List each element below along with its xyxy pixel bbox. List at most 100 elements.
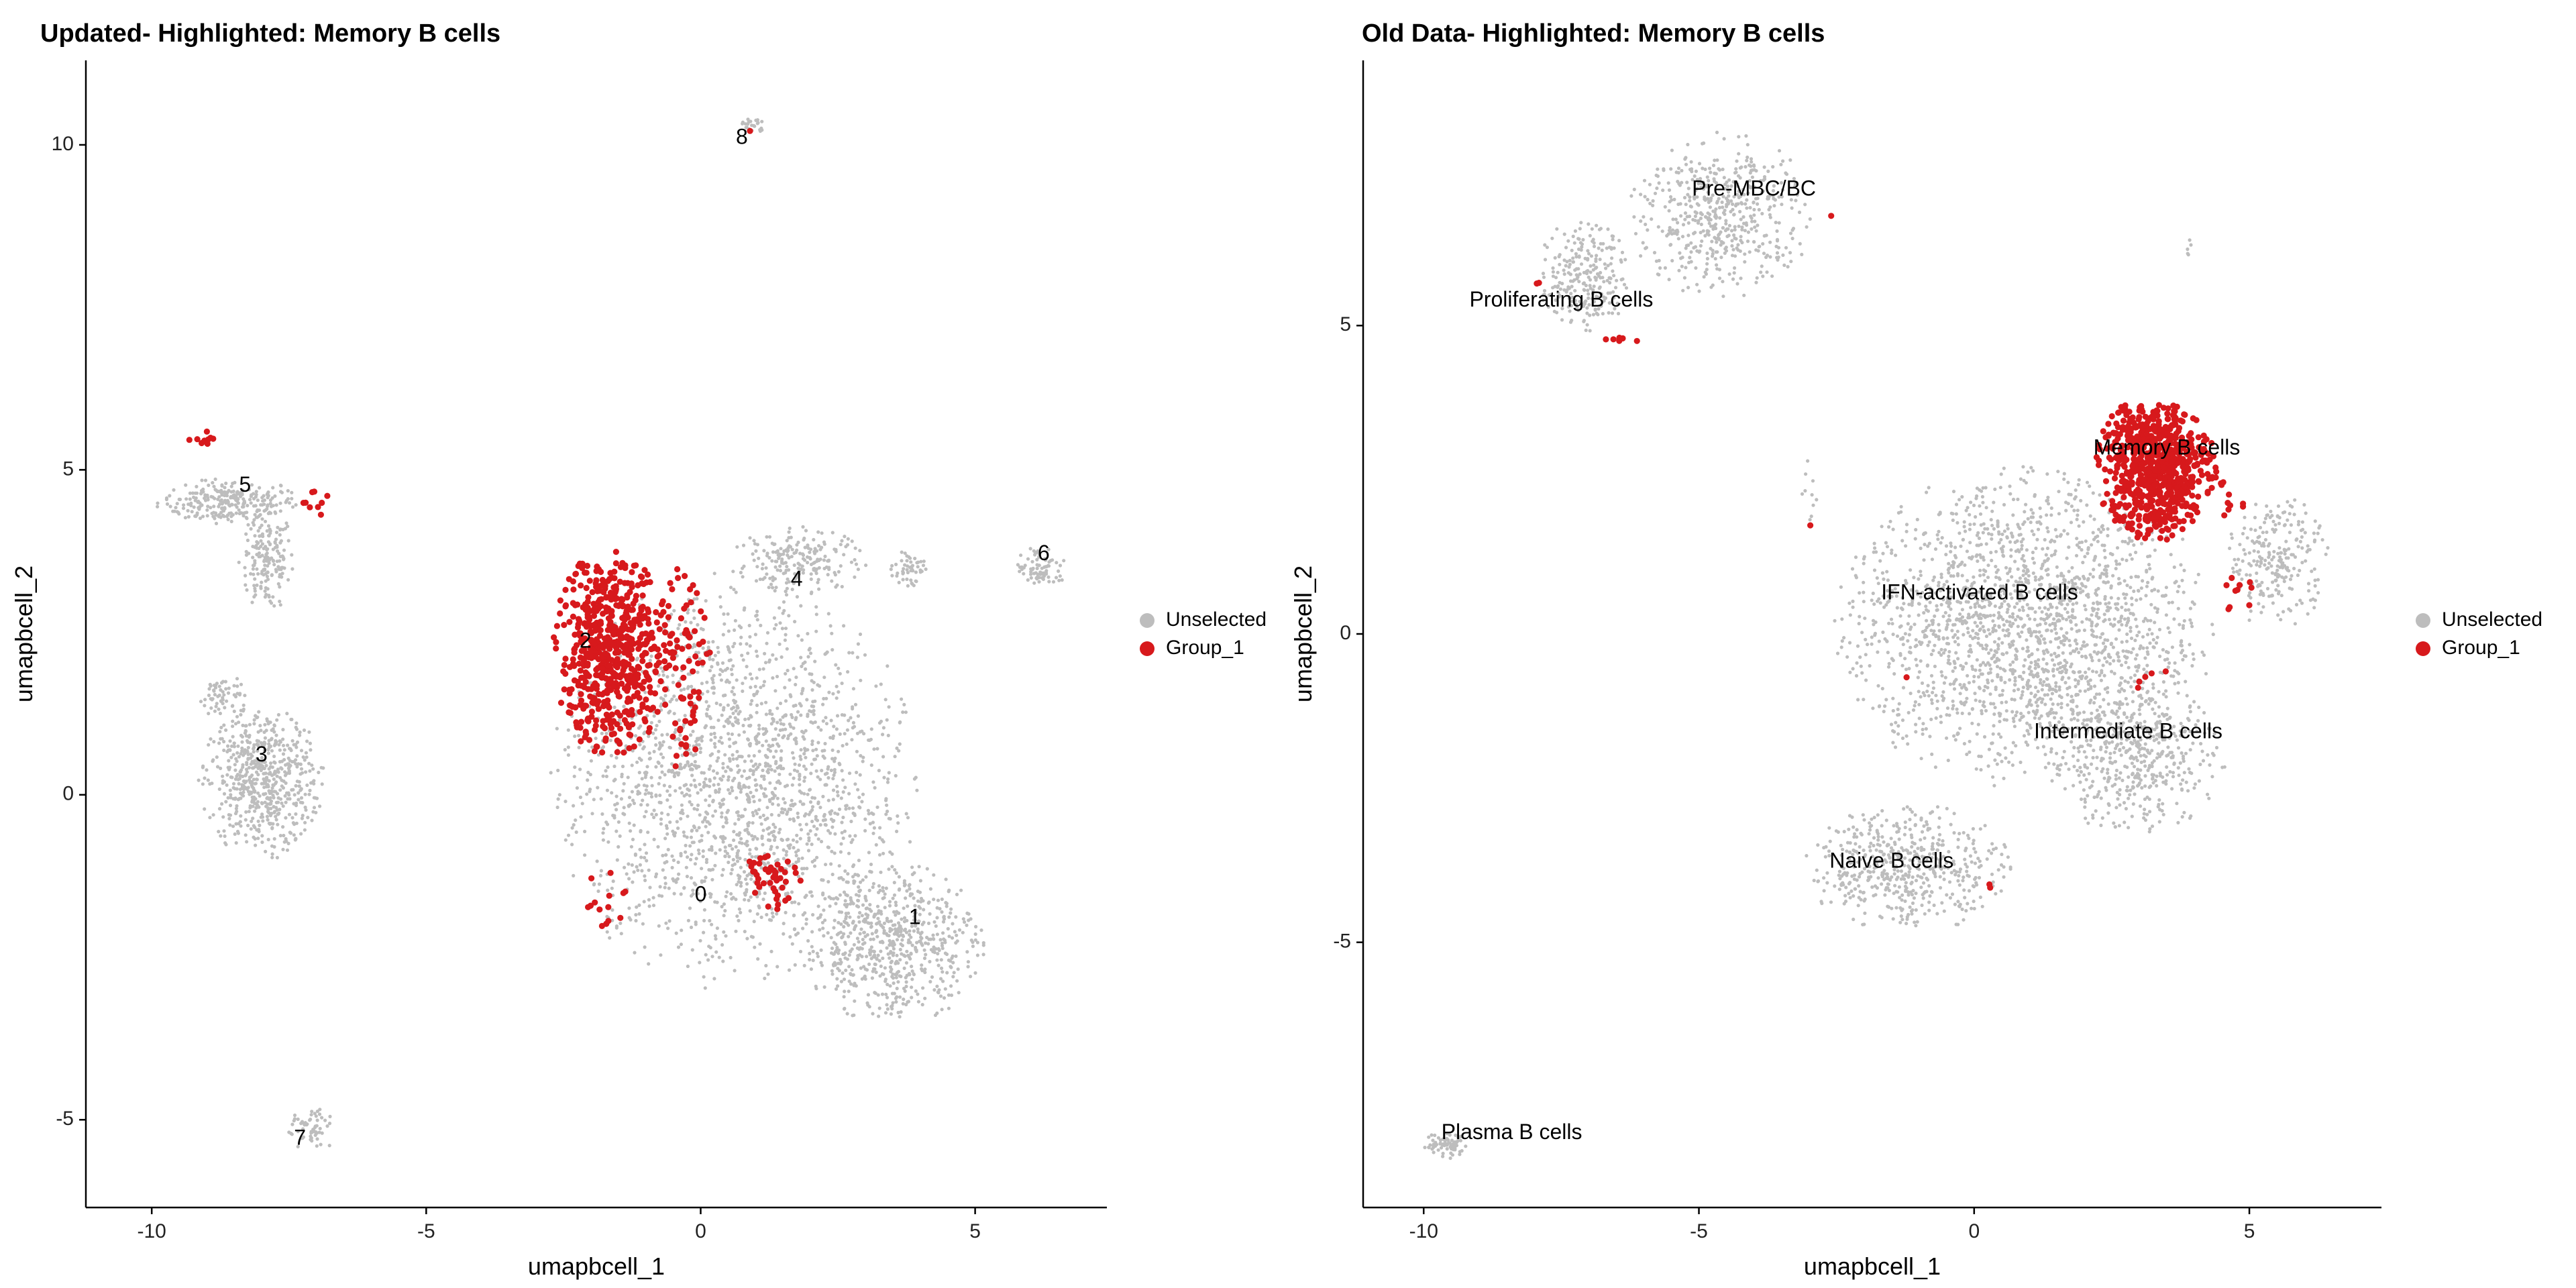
point-unselected [831,692,835,696]
point-unselected [909,578,913,582]
point-unselected [258,823,262,827]
point-unselected [254,515,258,519]
point-unselected [244,532,248,536]
point-unselected [810,739,814,743]
point-unselected [731,857,735,862]
point-unselected [276,582,280,586]
point-unselected [905,559,909,563]
point-group-1 [673,753,680,759]
point-unselected [720,873,724,877]
point-unselected [1805,225,1809,229]
point-unselected [651,896,655,900]
point-unselected [955,933,959,937]
point-unselected [879,870,883,874]
point-unselected [904,812,908,816]
point-unselected [900,697,904,701]
point-unselected [684,763,688,767]
point-unselected [763,891,767,896]
point-unselected [846,880,850,884]
cluster-label: 2 [580,629,592,653]
point-unselected [877,1006,881,1010]
point-unselected [794,682,798,687]
point-unselected [690,853,694,857]
point-unselected [898,742,902,746]
point-unselected [239,682,244,686]
point-unselected [727,732,731,736]
point-unselected [919,559,923,564]
point-unselected [609,753,614,757]
point-group-1 [557,610,564,617]
point-unselected [1652,251,1657,255]
point-group-1 [604,594,610,600]
point-unselected [792,756,796,760]
point-unselected [938,994,943,998]
point-unselected [684,620,688,624]
point-unselected [305,739,309,743]
point-unselected [310,1110,314,1114]
point-unselected [936,991,941,995]
point-unselected [736,764,740,768]
point-unselected [290,496,294,500]
point-unselected [718,777,722,781]
point-unselected [836,984,840,988]
point-unselected [855,904,859,908]
point-unselected [205,768,209,772]
point-unselected [826,931,830,935]
point-unselected [866,921,870,925]
point-unselected [772,627,777,631]
point-unselected [843,956,847,960]
point-unselected [186,508,190,513]
point-unselected [840,820,844,824]
point-unselected [240,735,244,739]
point-unselected [266,570,270,574]
point-unselected [237,755,241,759]
point-unselected [632,870,636,874]
point-group-1 [629,646,635,653]
point-unselected [750,834,754,838]
point-group-1 [612,549,620,555]
point-unselected [849,896,853,900]
point-unselected [749,714,753,718]
point-unselected [849,716,853,720]
point-unselected [253,534,257,538]
point-unselected [771,653,775,657]
point-unselected [903,563,907,567]
point-unselected [794,850,798,854]
point-group-1 [682,573,688,580]
point-unselected [767,535,772,539]
point-unselected [707,804,711,808]
point-group-1 [649,635,656,641]
point-group-1 [562,602,570,609]
point-unselected [246,523,250,527]
point-group-1 [630,600,637,607]
point-group-1 [657,612,664,619]
point-unselected [971,945,975,949]
point-unselected [909,935,913,939]
point-unselected [715,926,719,930]
point-unselected [885,803,889,807]
point-unselected [627,916,631,920]
point-unselected [784,627,788,631]
point-unselected [252,722,256,726]
point-unselected [814,833,818,837]
point-unselected [867,1005,871,1009]
point-unselected [918,570,922,574]
point-group-1 [797,877,804,884]
point-unselected [833,851,837,855]
point-unselected [824,716,828,720]
point-unselected [901,572,905,576]
point-unselected [1682,276,1686,280]
point-unselected [837,666,841,670]
point-unselected [799,757,803,761]
point-unselected [751,935,755,939]
point-unselected [881,733,885,737]
point-unselected [292,793,297,797]
point-unselected [747,743,751,747]
point-unselected [903,551,907,555]
point-unselected [730,867,734,871]
point-unselected [786,892,790,896]
point-unselected [267,593,271,598]
point-unselected [771,676,775,680]
point-unselected [889,1012,893,1016]
point-unselected [257,555,261,559]
